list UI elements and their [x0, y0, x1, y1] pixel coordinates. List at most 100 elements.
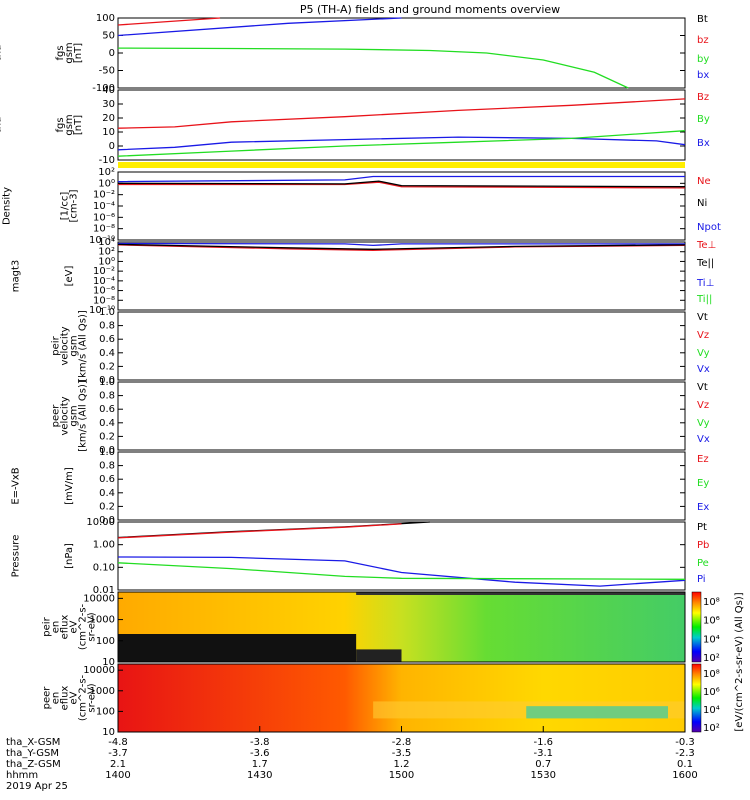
- colorbar-tick-label: 10⁴: [703, 634, 720, 645]
- ytick-label: 1000: [90, 615, 115, 626]
- panel-frame: [117, 591, 686, 663]
- ytick-label: -100: [92, 83, 115, 94]
- ylabel: Density [1/cc][cm-3]: [2, 187, 80, 225]
- colorbar: 10⁸ 10⁶ 10⁴ 10²: [691, 663, 720, 734]
- series-npot: [117, 175, 685, 183]
- ephemeris-label: tha_Z-GSM: [6, 759, 61, 770]
- legend-vx: Vx: [697, 434, 710, 445]
- legend-vz: Vz: [697, 330, 709, 341]
- ytick-label: 10⁰: [98, 256, 115, 267]
- series-pe: [117, 562, 686, 580]
- legend-ti: Ti⊥: [696, 278, 714, 289]
- ytick-label: 40: [102, 85, 115, 96]
- ytick-label: 10: [102, 127, 115, 138]
- colorbar-tick-label: 10⁶: [703, 687, 720, 698]
- legend-ti: Ti||: [696, 294, 712, 305]
- ephemeris-value: -1.6: [533, 737, 553, 748]
- panel-2: tha fgsgsm[nT] 40 30 20 10 0 -10 Bz By Bx: [0, 85, 710, 166]
- ylabel: Pressure [nPa]: [11, 535, 76, 578]
- ephemeris-value: -3.1: [533, 748, 553, 759]
- ytick-label: 0.0: [99, 375, 115, 386]
- quality-flag-bar: [118, 162, 685, 168]
- panel-3: Density [1/cc][cm-3]10²10⁰10⁻²10⁻⁴10⁻⁶10⁻…: [2, 167, 721, 246]
- ephemeris-value: -2.3: [675, 748, 695, 759]
- legend-vy: Vy: [697, 348, 710, 359]
- panel-6: thapeervelocitygsm[km/s (All Qs)] 1.0 0.8 0…: [51, 377, 710, 456]
- ytick-label: 0.8: [99, 321, 115, 332]
- series-pi: [117, 556, 686, 587]
- series-bz: [117, 17, 221, 26]
- xtick-label: 1500: [389, 770, 414, 781]
- ephemeris-value: -3.5: [392, 748, 412, 759]
- ephemeris-value: 2.1: [110, 759, 126, 770]
- ephemeris-value: 0.1: [677, 759, 693, 770]
- ytick-label: 100: [96, 706, 115, 717]
- series-pb: [117, 523, 402, 539]
- ytick-label: 20: [102, 113, 115, 124]
- ytick-label: 0.6: [99, 404, 115, 415]
- ytick-label: 10⁻⁸: [93, 224, 115, 235]
- legend-ez: Ez: [697, 454, 709, 465]
- ytick-label: 10⁻²: [93, 266, 115, 277]
- spectrogram-low-region: [356, 649, 402, 662]
- ephemeris-value: -4.8: [108, 737, 128, 748]
- ephemeris-value: -2.8: [392, 737, 412, 748]
- series-ni: [117, 180, 686, 188]
- legend-npot: Npot: [697, 222, 721, 233]
- panel-7: E=-VxB [mV/m] 1.0 0.8 0.6 0.4 0.2 0.0 Ez Ey Ex: [11, 447, 710, 526]
- ytick-label: 1.00: [93, 540, 115, 551]
- colorbar-tick-label: 10⁶: [703, 616, 720, 627]
- panel-frame: [117, 241, 686, 311]
- ytick-label: 10⁻²: [93, 190, 115, 201]
- ytick-label: -10: [99, 155, 115, 166]
- ytick-label: 10⁻⁸: [93, 295, 115, 306]
- legend-bx: Bx: [697, 138, 710, 149]
- chart-title: P5 (TH-A) fields and ground moments over…: [300, 3, 560, 16]
- ylabel: thapeirvelocitygsm[km/s (All Qs)]: [0, 310, 89, 382]
- ylabel: E=-VxB [mV/m]: [11, 467, 76, 505]
- legend-vt: Vt: [697, 312, 708, 323]
- ephemeris-value: -3.7: [108, 748, 128, 759]
- panel-frame: [117, 17, 686, 89]
- colorbar-gradient: [691, 591, 702, 663]
- ylabel: magt3 [eV]: [11, 260, 76, 293]
- ytick-label: 10⁻⁴: [93, 276, 115, 287]
- ytick-label: 10.00: [86, 517, 115, 528]
- series-bx: [117, 17, 402, 37]
- panel-frame: [117, 451, 686, 521]
- legend-te: Te||: [696, 258, 714, 269]
- legend-by: by: [697, 54, 709, 65]
- ytick-label: 0.6: [99, 334, 115, 345]
- xtick-label: 1530: [531, 770, 556, 781]
- ytick-label: 0.10: [93, 562, 115, 573]
- ytick-label: 0.01: [93, 585, 115, 596]
- legend-ni: Ni: [697, 198, 707, 209]
- spectrogram-top-band: [356, 592, 685, 595]
- panel-frame: [117, 171, 686, 241]
- colorbar-tick-label: 10⁸: [703, 597, 720, 608]
- ytick-label: 50: [102, 31, 115, 42]
- ytick-label: 10000: [83, 665, 115, 676]
- legend-bz: bz: [697, 35, 709, 46]
- ytick-label: -50: [99, 66, 115, 77]
- legend-pb: Pb: [697, 540, 709, 551]
- ytick-label: 100: [96, 13, 115, 24]
- colorbar-tick-label: 10⁸: [703, 669, 720, 680]
- ylabel: tha fgsgsm[nT]: [0, 114, 84, 135]
- legend-bx: bx: [697, 70, 709, 81]
- legend-bt: Bt: [697, 14, 708, 25]
- ytick-label: 10²: [98, 247, 115, 258]
- colorbar-label: [eV/(cm^2-s-sr-eV) (All Qs)]: [734, 592, 745, 731]
- ytick-label: 0.4: [99, 418, 115, 429]
- ytick-label: 30: [102, 99, 115, 110]
- ytick-label: 0.0: [99, 445, 115, 456]
- legend-te: Te⊥: [696, 240, 716, 251]
- panel-frame: [117, 311, 686, 381]
- ephemeris-value: -0.3: [675, 737, 695, 748]
- panel-10: thapeerenefluxeV(cm^2-s-sr-eV)10000 1000 1…: [42, 663, 720, 738]
- xtick-label: 1430: [247, 770, 272, 781]
- panel-frame: [117, 89, 686, 161]
- ytick-label: 0.4: [99, 348, 115, 359]
- ephemeris-label: tha_Y-GSM: [6, 748, 59, 759]
